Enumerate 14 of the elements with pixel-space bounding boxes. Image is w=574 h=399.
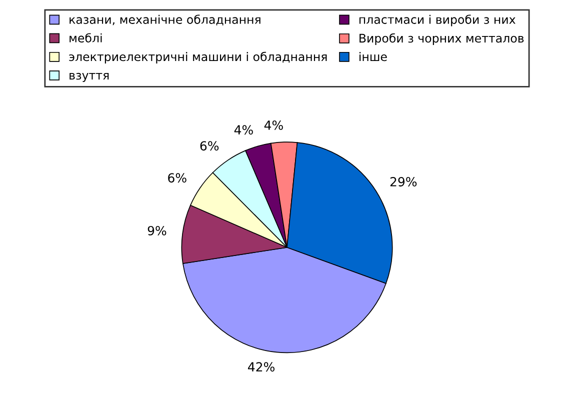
legend-label: інше: [360, 52, 387, 62]
data-label: 29%: [390, 177, 417, 186]
data-label: 4%: [264, 120, 283, 130]
data-label: 9%: [148, 226, 166, 236]
data-label: 42%: [248, 362, 274, 372]
legend-label: электриелектричні машини і обладнання: [69, 52, 327, 64]
data-label: 6%: [168, 173, 186, 183]
legend-label: меблі: [70, 33, 102, 42]
data-label: 6%: [200, 141, 219, 151]
legend-label: казани, механічне обладнання: [70, 14, 260, 26]
legend-label: Вироби з чорних метталов: [360, 33, 524, 45]
legend-label: взуття: [70, 72, 109, 82]
legend-label: пластмаси і вироби з них: [359, 14, 516, 26]
data-label: 4%: [234, 125, 253, 135]
